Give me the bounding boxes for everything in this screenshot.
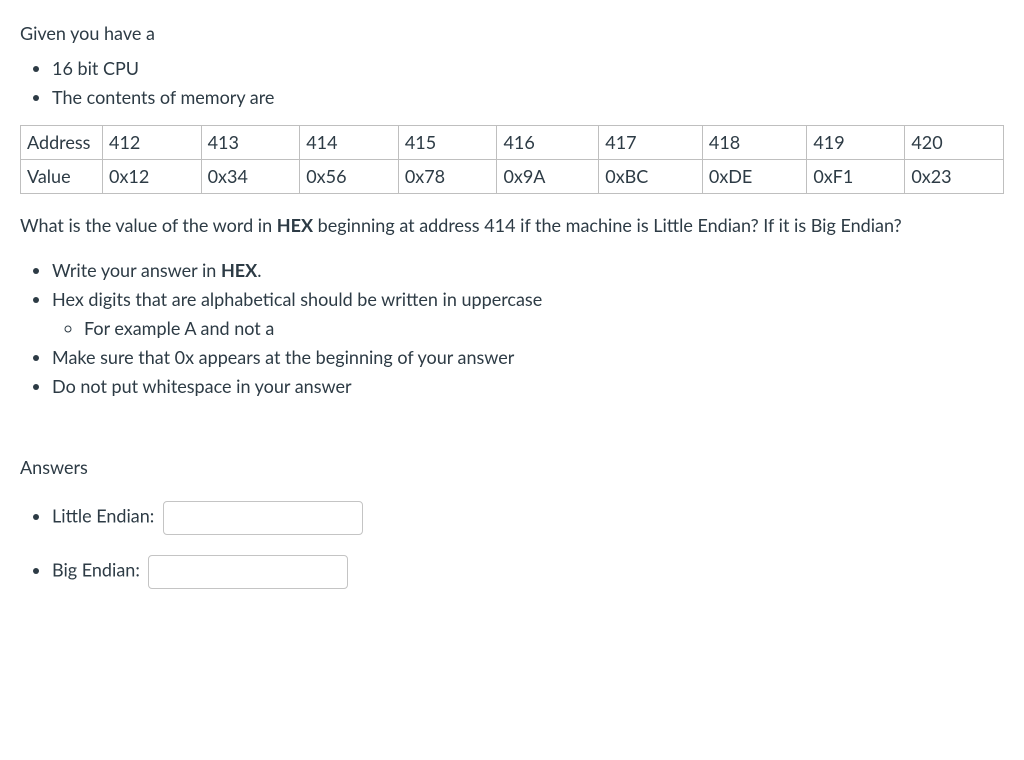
instruction-item: Write your answer in HEX. [52, 257, 1004, 284]
instruction-sublist: For example A and not a [52, 315, 1004, 342]
table-cell: 415 [398, 126, 497, 160]
instruction-subitem: For example A and not a [84, 315, 1004, 342]
instruction-item: Make sure that 0x appears at the beginni… [52, 344, 1004, 371]
instruction-text: Write your answer in [52, 259, 221, 281]
table-cell: 414 [300, 126, 399, 160]
question-pre: What is the value of the word in [20, 214, 277, 236]
table-row: Address 412 413 414 415 416 417 418 419 … [21, 126, 1004, 160]
table-cell: 0x9A [497, 160, 599, 194]
answer-row: Big Endian: [52, 555, 1004, 589]
answers-list: Little Endian: Big Endian: [20, 501, 1004, 589]
instruction-bold: HEX [221, 259, 257, 281]
little-endian-label: Little Endian: [52, 505, 154, 527]
instructions-list: Write your answer in HEX. Hex digits tha… [20, 257, 1004, 400]
table-cell: 0xBC [599, 160, 703, 194]
table-cell: 0x56 [300, 160, 399, 194]
table-cell: 419 [807, 126, 905, 160]
question-text: What is the value of the word in HEX beg… [20, 212, 1004, 239]
little-endian-input[interactable] [163, 501, 363, 535]
table-row: Value 0x12 0x34 0x56 0x78 0x9A 0xBC 0xDE… [21, 160, 1004, 194]
question-post: beginning at address 414 if the machine … [313, 214, 902, 236]
big-endian-input[interactable] [148, 555, 348, 589]
given-item: The contents of memory are [52, 84, 1004, 111]
row-header: Value [21, 160, 103, 194]
big-endian-label: Big Endian: [52, 559, 140, 581]
instruction-item: Hex digits that are alphabetical should … [52, 286, 1004, 342]
question-intro: Given you have a [20, 20, 1004, 47]
given-list: 16 bit CPU The contents of memory are [20, 55, 1004, 111]
answers-heading: Answers [20, 454, 1004, 481]
table-cell: 0x34 [201, 160, 300, 194]
table-cell: 0x78 [398, 160, 497, 194]
memory-table: Address 412 413 414 415 416 417 418 419 … [20, 125, 1004, 194]
table-cell: 418 [702, 126, 806, 160]
table-cell: 0xF1 [807, 160, 905, 194]
table-cell: 413 [201, 126, 300, 160]
table-cell: 416 [497, 126, 599, 160]
question-bold: HEX [277, 214, 313, 236]
instruction-text: . [257, 259, 261, 281]
table-cell: 0xDE [702, 160, 806, 194]
table-cell: 412 [103, 126, 202, 160]
table-cell: 417 [599, 126, 703, 160]
instruction-text: Hex digits that are alphabetical should … [52, 288, 542, 310]
table-cell: 0x23 [905, 160, 1004, 194]
given-item: 16 bit CPU [52, 55, 1004, 82]
table-cell: 420 [905, 126, 1004, 160]
instruction-item: Do not put whitespace in your answer [52, 373, 1004, 400]
answer-row: Little Endian: [52, 501, 1004, 535]
row-header: Address [21, 126, 103, 160]
table-cell: 0x12 [103, 160, 202, 194]
